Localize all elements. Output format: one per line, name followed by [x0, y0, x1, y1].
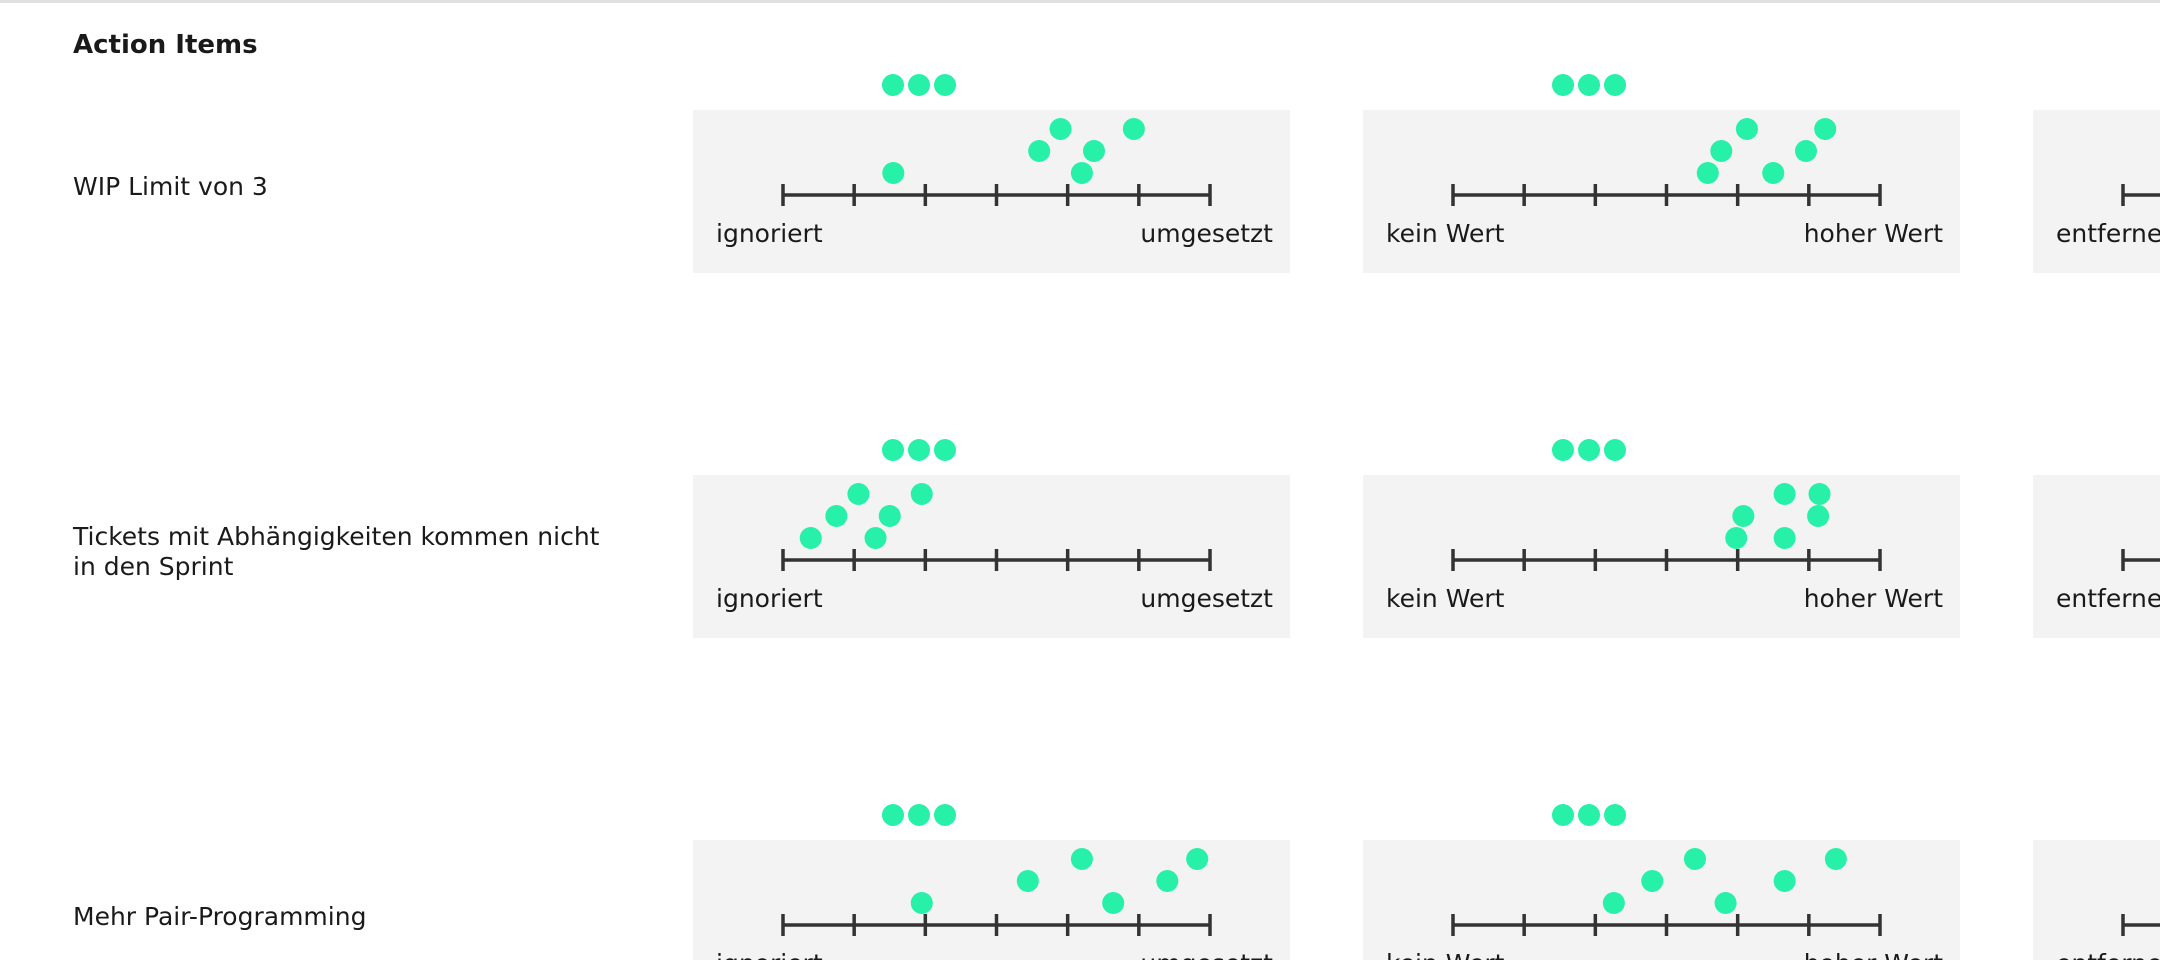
vote-dot [1714, 892, 1737, 914]
min-label: kein Wert [1386, 584, 1505, 613]
vote-dot [1762, 162, 1785, 184]
menu-dot[interactable] [1578, 439, 1600, 461]
menu-dot[interactable] [1578, 804, 1600, 826]
vote-dot [1808, 483, 1831, 505]
menu-dot[interactable] [1604, 804, 1626, 826]
vote-dot [1725, 527, 1748, 549]
vote-dot [1016, 870, 1039, 892]
menu-dot[interactable] [1552, 74, 1574, 96]
row-label: Tickets mit Abhängigkeiten kommen nicht i… [72, 522, 600, 581]
vote-dot [847, 483, 870, 505]
max-label: umgesetzt [1140, 584, 1273, 613]
vote-dot [1082, 140, 1105, 162]
vote-dot [1732, 505, 1755, 527]
menu-dot[interactable] [1552, 804, 1574, 826]
min-label: entferne [2056, 949, 2160, 960]
menu-dot[interactable] [882, 804, 904, 826]
vote-dot [864, 527, 887, 549]
vote-dot [1186, 848, 1209, 870]
row-label: WIP Limit von 3 [73, 172, 268, 201]
vote-dot [825, 505, 848, 527]
vote-dot [878, 505, 901, 527]
max-label: umgesetzt [1140, 219, 1273, 248]
vote-dot [1773, 527, 1796, 549]
menu-dot[interactable] [934, 74, 956, 96]
vote-dot [1070, 162, 1093, 184]
section-title: Action Items [73, 30, 258, 60]
max-label: hoher Wert [1804, 949, 1944, 960]
min-label: entferne [2056, 584, 2160, 613]
vote-dot [1070, 848, 1093, 870]
vote-dot [1824, 848, 1847, 870]
menu-dot[interactable] [908, 74, 930, 96]
rating-panel [693, 475, 1290, 638]
rating-panel [1363, 840, 1960, 960]
vote-dot [910, 892, 933, 914]
min-label: kein Wert [1386, 949, 1505, 960]
vote-dot [1773, 870, 1796, 892]
min-label: ignoriert [716, 219, 823, 248]
min-label: kein Wert [1386, 219, 1505, 248]
vote-dot [1049, 118, 1072, 140]
vote-dot [1773, 483, 1796, 505]
row-label: Mehr Pair-Programming [73, 902, 366, 931]
vote-dot [1807, 505, 1830, 527]
menu-dot[interactable] [1552, 439, 1574, 461]
vote-dot [1710, 140, 1733, 162]
max-label: umgesetzt [1140, 949, 1273, 960]
vote-dot [1102, 892, 1125, 914]
rating-panel [1363, 110, 1960, 273]
vote-dot [799, 527, 822, 549]
rating-panel [1363, 475, 1960, 638]
vote-dot [1602, 892, 1625, 914]
vote-dot [1696, 162, 1719, 184]
vote-dot [1683, 848, 1706, 870]
vote-dot [1156, 870, 1179, 892]
vote-dot [1028, 140, 1051, 162]
menu-dot[interactable] [908, 439, 930, 461]
vote-dot [1794, 140, 1817, 162]
menu-dot[interactable] [1604, 74, 1626, 96]
rating-panel [2033, 110, 2160, 273]
vote-dot [910, 483, 933, 505]
menu-dot[interactable] [1604, 439, 1626, 461]
vote-dot [882, 162, 905, 184]
vote-dot [1122, 118, 1145, 140]
min-label: ignoriert [716, 584, 823, 613]
rating-panel [693, 110, 1290, 273]
menu-dot[interactable] [934, 804, 956, 826]
vote-dot [1814, 118, 1837, 140]
max-label: hoher Wert [1804, 584, 1944, 613]
min-label: entferne [2056, 219, 2160, 248]
rating-panel [2033, 840, 2160, 960]
menu-dot[interactable] [882, 439, 904, 461]
min-label: ignoriert [716, 949, 823, 960]
vote-dot [1641, 870, 1664, 892]
menu-dot[interactable] [934, 439, 956, 461]
menu-dot[interactable] [908, 804, 930, 826]
vote-dot [1735, 118, 1758, 140]
rating-panel [2033, 475, 2160, 638]
max-label: hoher Wert [1804, 219, 1944, 248]
top-border [0, 0, 2160, 3]
menu-dot[interactable] [1578, 74, 1600, 96]
menu-dot[interactable] [882, 74, 904, 96]
